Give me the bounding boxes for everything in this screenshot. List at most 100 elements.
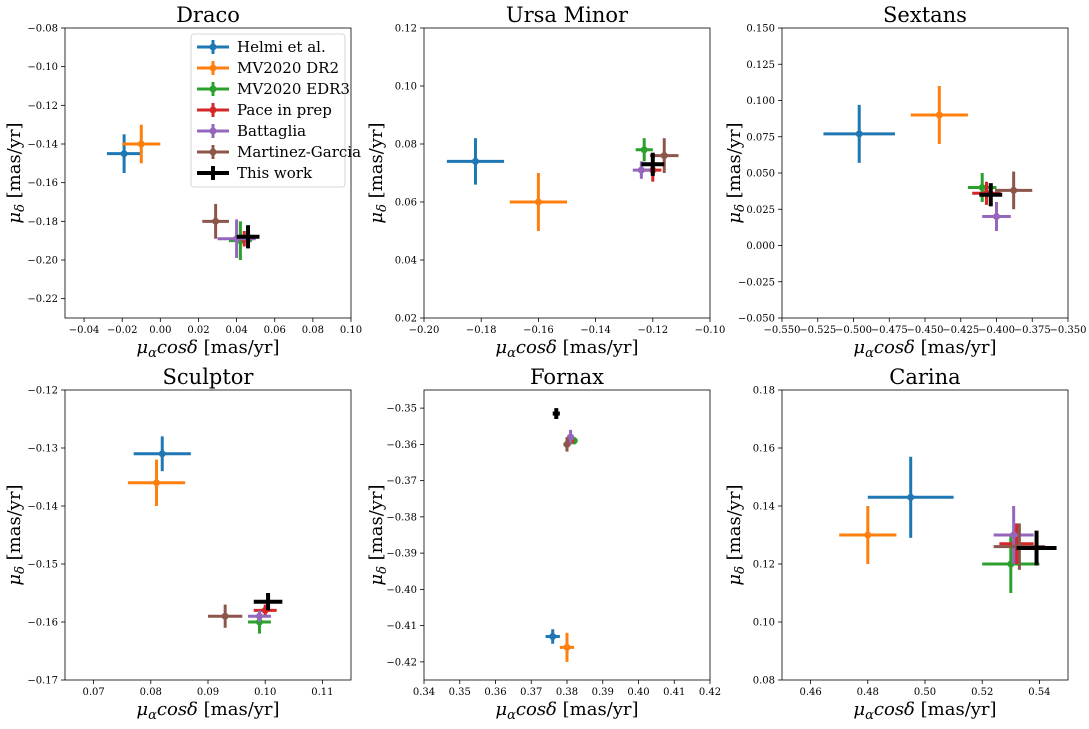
x-tick-label: 0.46 xyxy=(799,687,821,698)
x-tick-label: −0.550 xyxy=(763,325,800,336)
x-axis-label-part: μ xyxy=(495,337,507,358)
point-this-work xyxy=(641,152,665,176)
x-tick-label: 0.52 xyxy=(971,687,993,698)
y-tick-label: −0.14 xyxy=(27,502,58,513)
data-points xyxy=(446,138,679,231)
x-axis-label-part: cosδ xyxy=(157,337,198,358)
marker xyxy=(567,433,575,441)
y-axis-label-part: δ xyxy=(733,204,748,212)
x-tick-label: 0.11 xyxy=(311,687,333,698)
x-tick-label: 0.37 xyxy=(520,687,542,698)
x-axis-label: μαcosδ [mas/yr] xyxy=(136,337,279,361)
legend-marker xyxy=(209,127,217,135)
x-tick-label: 0.02 xyxy=(187,325,209,336)
x-axis-label-part: μ xyxy=(495,699,507,720)
y-tick-label: −0.14 xyxy=(27,140,58,151)
x-tick-label: 0.40 xyxy=(627,687,649,698)
point-this-work xyxy=(552,408,560,419)
x-tick-label: 0.41 xyxy=(663,687,685,698)
point-pace-in-prep xyxy=(999,523,1034,564)
y-axis-label-part: δ xyxy=(733,566,748,574)
y-tick-label: 0.16 xyxy=(753,444,775,455)
x-axis-label-part: [mas/yr] xyxy=(915,699,997,720)
x-tick-label: 0.08 xyxy=(140,687,162,698)
marker xyxy=(534,198,542,206)
y-tick-label: −0.16 xyxy=(27,178,58,189)
point-martinez-garcia xyxy=(202,203,229,239)
x-axis-label-part: α xyxy=(507,708,516,723)
y-tick-label: 0.025 xyxy=(746,205,775,216)
plot-frame xyxy=(423,389,711,681)
legend-entry-helmi-et-al: Helmi et al. xyxy=(197,38,326,56)
y-tick-label: −0.22 xyxy=(27,294,58,305)
marker xyxy=(993,213,1000,220)
point-helmi-et-al xyxy=(545,629,560,644)
y-tick-label: 0.18 xyxy=(753,386,775,397)
legend-label: Helmi et al. xyxy=(237,38,326,56)
panel-draco: Draco −0.04 −0.02 0.00 0.02 0.04 0.06 0.08 0.10 −… xyxy=(4,3,362,361)
y-axis-label: μδ [mas/yr] xyxy=(366,484,390,585)
x-tick-label: 0.54 xyxy=(1028,687,1050,698)
panel-ursa-minor: Ursa Minor −0.20 −0.18 −0.16 −0.14 −0.12 −0.10… xyxy=(366,3,725,361)
marker xyxy=(120,150,128,158)
x-tick-label: −0.500 xyxy=(835,325,872,336)
point-helmi-et-al xyxy=(446,138,505,185)
y-tick-label: 0.06 xyxy=(395,198,417,209)
point-mv2020-edr3 xyxy=(635,138,653,162)
marker xyxy=(907,493,915,501)
y-axis-label-part: μ xyxy=(724,212,745,224)
x-axis-label-part: [mas/yr] xyxy=(557,337,639,358)
panel-fornax: Fornax 0.34 0.35 0.36 0.37 0.38 0.39 0.40 0.41 0.… xyxy=(366,365,721,723)
legend-marker xyxy=(209,64,217,72)
panel-title: Fornax xyxy=(530,365,604,389)
point-helmi-et-al xyxy=(823,104,895,163)
legend-label: This work xyxy=(237,164,313,182)
data-points xyxy=(127,436,283,634)
data-points xyxy=(106,124,260,260)
y-tick-label: −0.40 xyxy=(386,585,417,596)
data-points xyxy=(839,456,1057,593)
x-tick-label: −0.14 xyxy=(580,325,611,336)
x-axis-label: μαcosδ [mas/yr] xyxy=(495,337,638,361)
legend-entry-battaglia: Battaglia xyxy=(197,122,306,140)
legend-marker xyxy=(209,148,217,156)
marker xyxy=(255,612,263,620)
y-tick-label: 0.08 xyxy=(395,140,417,151)
x-tick-label: −0.475 xyxy=(871,325,908,336)
x-axis-label-part: cosδ xyxy=(874,699,915,720)
x-tick-label: −0.04 xyxy=(69,325,100,336)
y-tick-label: −0.38 xyxy=(386,512,417,523)
marker xyxy=(637,166,645,174)
y-tick-label: 0.050 xyxy=(746,169,775,180)
marker xyxy=(137,140,145,148)
y-tick-label: −0.39 xyxy=(386,549,417,560)
point-helmi-et-al xyxy=(106,134,142,173)
y-axis-label: μδ [mas/yr] xyxy=(724,122,748,223)
marker xyxy=(153,479,161,487)
x-axis-label-part: μ xyxy=(136,699,148,720)
panel-carina: Carina 0.46 0.48 0.50 0.52 0.54 0.08 0.10 0.12 0.… xyxy=(724,365,1069,723)
y-tick-label: 0.04 xyxy=(395,256,417,267)
x-axis-label-part: α xyxy=(865,346,874,361)
y-tick-label: 0.10 xyxy=(753,618,775,629)
legend-marker xyxy=(209,85,217,93)
legend-entry-mv2020-edr3: MV2020 EDR3 xyxy=(197,80,350,98)
x-tick-label: 0.48 xyxy=(857,687,879,698)
x-axis-label-part: [mas/yr] xyxy=(198,337,280,358)
x-tick-label: −0.425 xyxy=(942,325,979,336)
plot-frame xyxy=(781,389,1069,681)
y-tick-label: 0.10 xyxy=(395,82,417,93)
y-tick-label: −0.15 xyxy=(27,560,58,571)
x-tick-label: 0.07 xyxy=(82,687,104,698)
x-axis-label-part: cosδ xyxy=(157,699,198,720)
x-axis-label-part: [mas/yr] xyxy=(915,337,997,358)
x-tick-label: 0.10 xyxy=(340,325,362,336)
marker xyxy=(935,111,943,119)
marker xyxy=(471,157,479,165)
point-this-work xyxy=(1016,530,1057,566)
y-tick-label: 0.12 xyxy=(753,560,775,571)
y-axis-label: μδ [mas/yr] xyxy=(724,484,748,585)
x-axis-label: μαcosδ [mas/yr] xyxy=(136,699,279,723)
y-axis-label-part: μ xyxy=(366,212,387,224)
y-tick-label: −0.13 xyxy=(27,444,58,455)
